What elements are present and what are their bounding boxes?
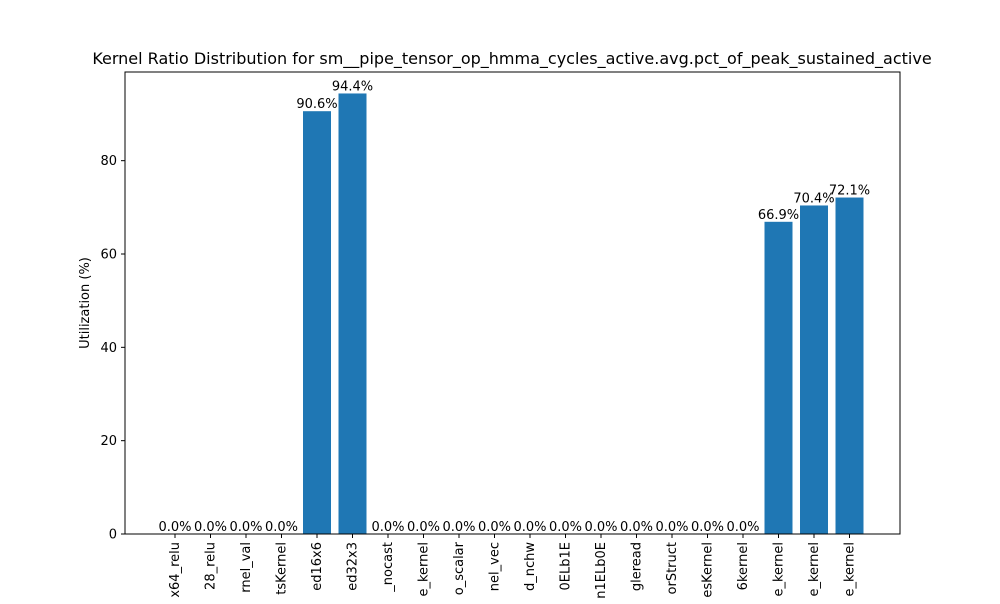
x-tick-label: d_nchw: [523, 542, 538, 591]
bar-value-label: 70.4%: [793, 191, 834, 206]
x-tick-label: ed16x6: [310, 542, 325, 591]
bar-value-label: 0.0%: [194, 520, 227, 535]
bar-value-label: 0.0%: [442, 520, 475, 535]
bar-value-label: 0.0%: [549, 520, 582, 535]
x-tick-label: e_kernel: [417, 542, 432, 597]
plot-area-frame: [124, 71, 901, 535]
x-tick-label: rnel_val: [239, 542, 254, 593]
bar-value-label: 0.0%: [584, 520, 617, 535]
bar-value-label: 0.0%: [407, 520, 440, 535]
bar-value-label: 0.0%: [158, 520, 191, 535]
bar-value-label: 0.0%: [265, 520, 298, 535]
bar: [835, 197, 864, 534]
bar: [800, 205, 828, 534]
x-tick-label: e_kernel: [843, 542, 858, 597]
bar-value-label: 94.4%: [332, 79, 373, 94]
bar-value-label: 0.0%: [478, 520, 511, 535]
x-tick-label: _nocast: [381, 542, 396, 593]
x-tick-label: 6kernel: [736, 542, 751, 590]
bar: [303, 111, 331, 534]
y-tick-label: 0: [109, 528, 117, 543]
x-tick-label: e_kernel: [807, 542, 822, 597]
bar-value-label: 0.0%: [620, 520, 653, 535]
bar-value-label: 0.0%: [229, 520, 262, 535]
x-tick-label: x64_relu: [168, 542, 183, 598]
x-tick-label: e_kernel: [772, 542, 787, 597]
x-axis: x64_relu 28_relu rnel_val tsKernel ed16x6 ed3…: [168, 534, 858, 599]
data-labels-layer: 0.0% 0.0% 0.0% 0.0%90.6%94.4%0.0% 0.0% 0.0% 0.…: [158, 79, 870, 535]
bar-value-label: 72.1%: [829, 184, 870, 199]
bar-value-label: 0.0%: [726, 520, 759, 535]
x-tick-label: gleread: [630, 542, 645, 591]
x-tick-label: esKernel: [701, 542, 716, 598]
bar: [764, 221, 793, 535]
x-tick-label: nel_vec: [488, 542, 503, 591]
y-axis: 0 20 40 60 80: [100, 154, 125, 543]
bar-value-label: 66.9%: [758, 208, 799, 223]
bar-value-label: 0.0%: [691, 520, 724, 535]
y-tick-label: 60: [100, 248, 117, 263]
bar-value-label: 0.0%: [655, 520, 688, 535]
y-axis-label: Utilization (%): [78, 257, 93, 349]
x-tick-label: n1ELb0E: [594, 542, 609, 599]
x-tick-label: tsKernel: [275, 542, 290, 595]
chart-title: Kernel Ratio Distribution for sm__pipe_t…: [92, 49, 931, 69]
x-tick-label: o_scalar: [452, 541, 467, 595]
bar-value-label: 0.0%: [513, 520, 546, 535]
x-tick-label: ed32x3: [346, 542, 361, 591]
x-tick-label: 0ELb1E: [559, 542, 574, 590]
y-tick-label: 40: [100, 341, 117, 356]
bar-value-label: 0.0%: [371, 520, 404, 535]
bar: [338, 93, 367, 534]
bars-layer: [303, 93, 864, 535]
bar-value-label: 90.6%: [296, 97, 337, 112]
x-tick-label: 28_relu: [204, 542, 219, 590]
y-tick-label: 20: [100, 434, 117, 449]
y-tick-label: 80: [100, 154, 117, 169]
x-tick-label: orStruct: [665, 542, 680, 594]
